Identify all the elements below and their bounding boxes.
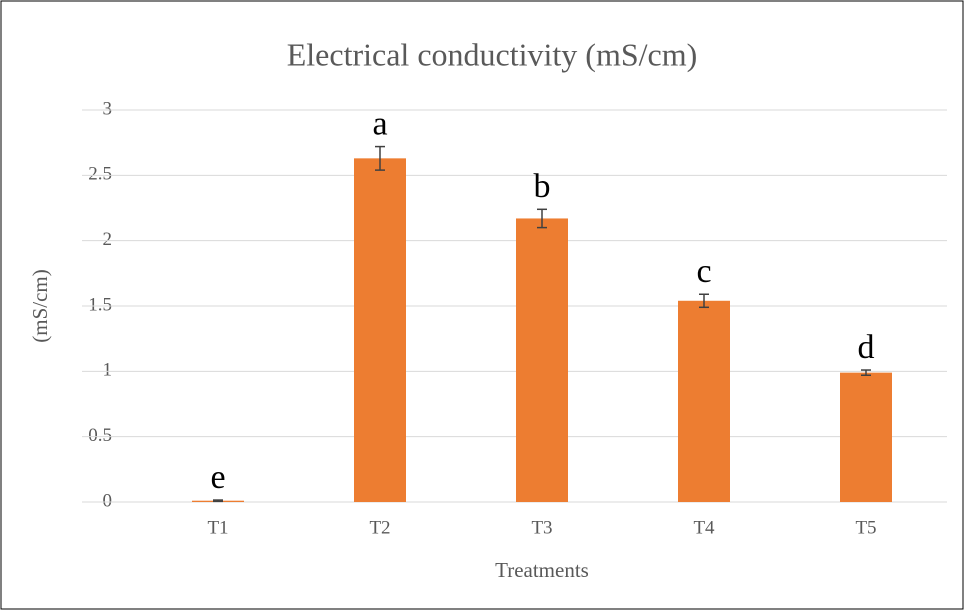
bar: [678, 300, 730, 502]
x-tick-label: T3: [531, 517, 552, 538]
annotation: c: [696, 253, 711, 290]
bar: [354, 158, 406, 502]
y-tick-label: 0: [103, 490, 113, 511]
y-tick-label: 3: [103, 98, 113, 119]
x-tick-label: T4: [693, 517, 715, 538]
x-tick-label: T5: [855, 517, 876, 538]
chart-title: Electrical conductivity (mS/cm): [287, 36, 698, 72]
x-axis-label: Treatments: [495, 558, 589, 582]
annotation: a: [372, 105, 387, 142]
annotation: d: [858, 329, 875, 366]
y-axis-label: (mS/cm): [28, 269, 52, 343]
y-tick-label: 0.5: [88, 425, 112, 446]
annotation: b: [534, 168, 551, 205]
annotation: e: [210, 459, 225, 496]
bar: [840, 372, 892, 502]
y-tick-label: 1: [103, 360, 113, 381]
x-tick-label: T1: [207, 517, 228, 538]
bar: [516, 218, 568, 502]
x-tick-label: T2: [369, 517, 390, 538]
y-tick-label: 1.5: [88, 294, 112, 315]
y-tick-label: 2.5: [88, 164, 112, 185]
y-tick-label: 2: [103, 229, 113, 250]
